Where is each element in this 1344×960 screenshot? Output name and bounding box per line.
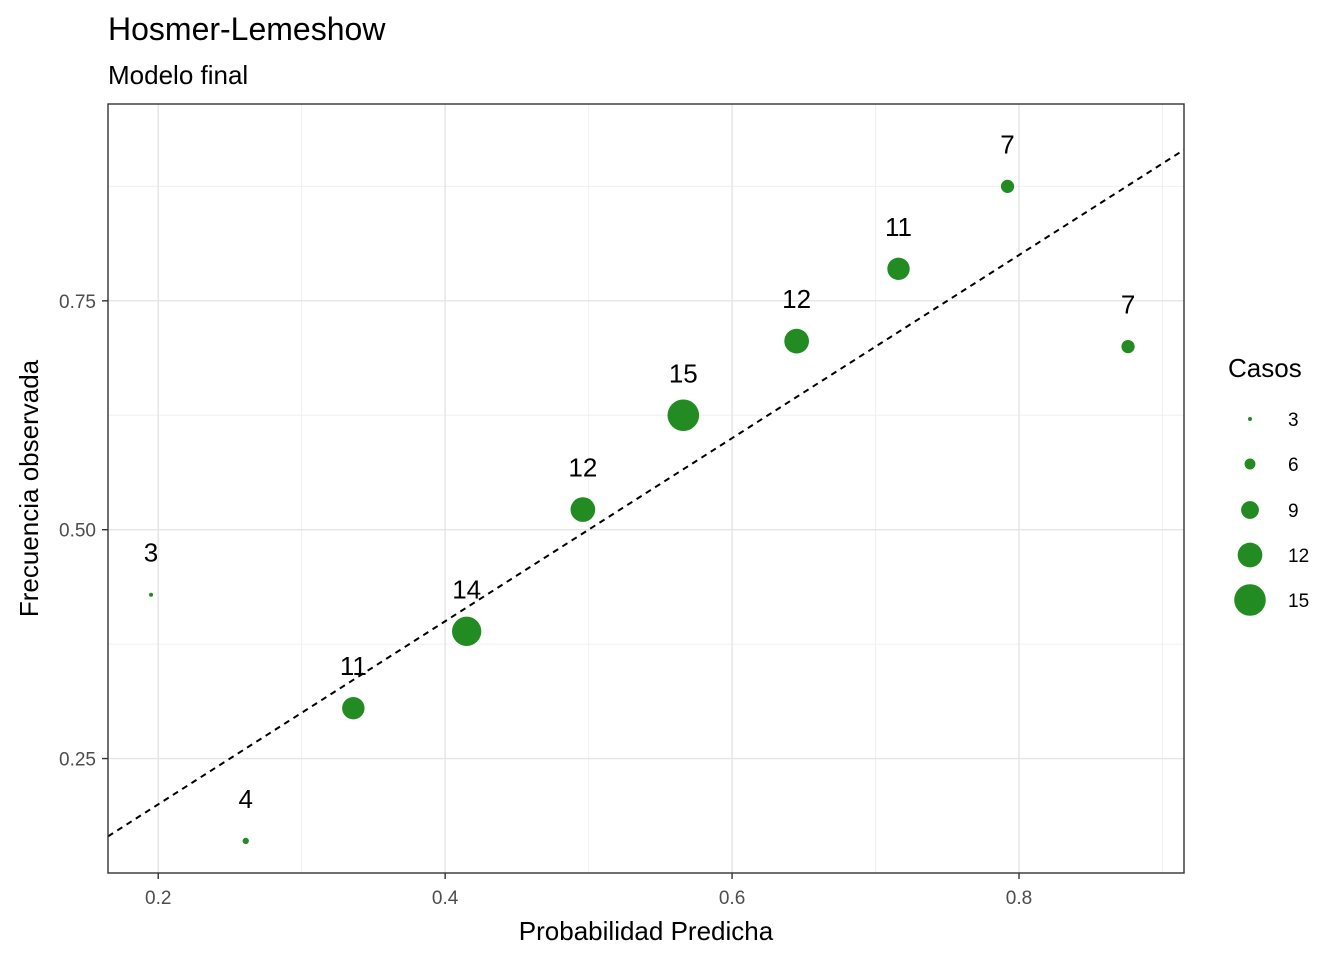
data-label: 7 xyxy=(1121,290,1135,320)
data-label: 11 xyxy=(885,212,912,242)
chart-title: Hosmer-Lemeshow xyxy=(108,11,386,47)
data-label: 12 xyxy=(782,284,811,314)
data-label: 3 xyxy=(144,538,158,568)
chart-subtitle: Modelo final xyxy=(108,60,249,90)
legend-key xyxy=(1237,542,1263,568)
legend-label: 6 xyxy=(1288,455,1299,476)
data-point xyxy=(242,837,249,845)
legend-key xyxy=(1234,584,1266,616)
data-point xyxy=(570,497,596,522)
x-tick-label: 0.4 xyxy=(432,888,459,909)
data-point xyxy=(1000,179,1015,193)
legend-key xyxy=(1244,458,1256,470)
legend: Casos 3 6 9 12 15 xyxy=(1228,353,1309,616)
data-points xyxy=(149,179,1135,845)
data-label: 11 xyxy=(340,651,367,681)
x-axis: 0.2 0.4 0.6 0.8 Probabilidad Predicha xyxy=(145,873,1032,946)
data-point xyxy=(452,616,482,646)
data-point xyxy=(784,328,809,354)
legend-title: Casos xyxy=(1228,353,1302,383)
legend-key xyxy=(1248,417,1252,421)
data-label: 7 xyxy=(1000,129,1014,159)
y-axis: 0.25 0.50 0.75 Frecuencia observada xyxy=(14,292,108,771)
y-tick-label: 0.75 xyxy=(59,292,96,313)
data-point xyxy=(342,697,365,720)
data-label: 15 xyxy=(669,358,698,388)
x-tick-label: 0.2 xyxy=(145,888,171,909)
data-point xyxy=(887,257,910,280)
data-label: 4 xyxy=(238,784,252,814)
legend-label: 15 xyxy=(1288,591,1309,612)
panel-border xyxy=(107,103,1185,874)
grid-lines xyxy=(108,104,1184,873)
data-label: 14 xyxy=(452,574,481,604)
data-label: 12 xyxy=(568,453,597,483)
reference-diagonal-line xyxy=(108,148,1184,838)
data-point xyxy=(667,399,700,432)
legend-label: 9 xyxy=(1288,501,1299,522)
legend-label: 3 xyxy=(1288,410,1299,431)
x-tick-label: 0.8 xyxy=(1006,888,1032,909)
data-point xyxy=(1121,340,1135,354)
legend-key xyxy=(1241,501,1259,519)
x-tick-label: 0.6 xyxy=(719,888,745,909)
y-axis-label: Frecuencia observada xyxy=(14,359,44,617)
y-tick-label: 0.50 xyxy=(59,521,96,542)
data-labels: 3 4 11 14 12 15 12 11 7 7 xyxy=(144,129,1135,814)
data-point xyxy=(149,592,154,597)
x-axis-label: Probabilidad Predicha xyxy=(519,916,774,946)
y-tick-label: 0.25 xyxy=(59,750,96,771)
legend-label: 12 xyxy=(1288,546,1309,567)
